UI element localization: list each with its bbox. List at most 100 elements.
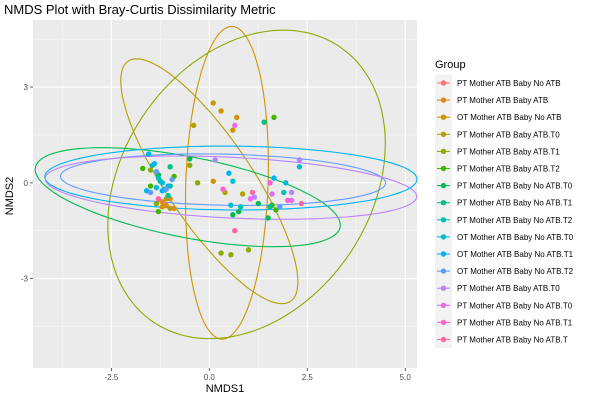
data-point (269, 191, 275, 197)
data-point (273, 207, 279, 213)
confidence-ellipse (120, 58, 299, 305)
y-tick-label: -3 (21, 275, 29, 284)
legend-item: PT Mother ATB Baby No ATB.T2 (435, 211, 573, 229)
data-point (236, 208, 242, 215)
confidence-ellipse (44, 145, 418, 211)
legend-label: OT Mother ATB Baby No ATB (457, 113, 561, 122)
legend-item: PT Mother ATB Baby No ATB.T0 (435, 296, 573, 314)
legend-label: PT Mother ATB Baby ATB (457, 96, 548, 105)
legend-item: OT Mother ATB Baby No ATB.T2 (435, 262, 574, 280)
data-point (187, 156, 193, 162)
legend-key-point (440, 114, 447, 120)
y-axis-title: NMDS2 (4, 177, 16, 216)
legend-label: PT Mother ATB Baby No ATB.T1 (457, 318, 573, 327)
data-point (284, 197, 291, 204)
data-point (167, 164, 173, 170)
legend-key-point (440, 182, 447, 189)
data-point (163, 186, 169, 192)
data-point (271, 175, 277, 181)
data-point (232, 122, 238, 129)
legend-label: OT Mother ATB Baby No ATB.T1 (457, 250, 574, 259)
data-point (245, 247, 252, 253)
data-point (155, 208, 162, 215)
legend-key-point (440, 217, 447, 223)
data-point (171, 205, 177, 212)
legend-label: OT Mother ATB Baby No ATB.T2 (457, 267, 574, 276)
data-point (228, 202, 234, 208)
data-point (296, 164, 303, 170)
data-point (261, 119, 267, 125)
legend-label: PT Mother ATB Baby ATB.T1 (457, 147, 560, 156)
data-point (230, 178, 236, 184)
data-points (140, 100, 305, 258)
legend-key-point (440, 148, 447, 155)
data-point (232, 228, 238, 234)
legend-item: PT Mother ATB Baby ATB.T0 (435, 125, 560, 143)
data-point (194, 180, 201, 186)
legend-key-point (440, 165, 447, 172)
data-point (218, 108, 224, 114)
data-point (255, 200, 262, 207)
data-point (159, 204, 166, 210)
data-point (210, 100, 216, 106)
x-tick-label: 2.5 (302, 373, 314, 382)
y-tick-label: 0 (24, 179, 29, 188)
legend-label: PT Mother ATB Baby ATB.T0 (457, 130, 560, 139)
legend-item: OT Mother ATB Baby No ATB.T1 (435, 245, 574, 263)
data-point (212, 157, 218, 163)
data-point (159, 199, 166, 205)
legend-label: PT Mother ATB Baby No ATB (457, 79, 561, 88)
legend-item: PT Mother ATB Baby No ATB.T1 (435, 313, 573, 331)
legend-key-point (440, 200, 447, 206)
data-point (151, 160, 158, 167)
legend-item: OT Mother ATB Baby No ATB (435, 108, 561, 126)
confidence-ellipse (44, 155, 418, 220)
data-point (239, 191, 246, 197)
chart-title: NMDS Plot with Bray-Curtis Dissimilarity… (4, 2, 276, 17)
data-point (153, 200, 160, 207)
legend-item: OT Mother ATB Baby No ATB.T0 (435, 228, 574, 246)
data-point (210, 178, 216, 184)
legend-item: PT Mother ATB Baby No ATB.T1 (435, 194, 573, 212)
data-point (159, 180, 166, 186)
legend-item: PT Mother ATB Baby No ATB.T0 (435, 177, 573, 195)
data-point (267, 204, 273, 210)
data-point (190, 122, 197, 129)
data-point (281, 189, 287, 196)
legend-key-point (440, 234, 447, 240)
x-tick-label: -2.5 (104, 373, 118, 382)
data-point (234, 114, 240, 121)
data-point (218, 250, 224, 256)
data-point (153, 168, 160, 175)
confidence-ellipses (34, 25, 418, 340)
data-point (249, 189, 256, 196)
data-point (283, 180, 289, 186)
data-point (228, 251, 234, 258)
data-point (220, 186, 226, 192)
legend-item: PT Mother ATB Baby ATB (435, 91, 548, 109)
data-point (169, 176, 175, 183)
y-tick-label: 3 (24, 83, 29, 92)
data-point (147, 167, 154, 173)
legend-item: PT Mother ATB Baby ATB.T1 (435, 142, 560, 160)
legend-key-point (440, 251, 447, 257)
x-axis-ticks: -2.5 0.0 2.5 5.0 (104, 368, 411, 382)
data-point (277, 204, 283, 210)
data-point (288, 197, 295, 204)
legend-label: PT Mother ATB Baby No ATB.T (457, 336, 568, 345)
legend-key-point (440, 285, 447, 291)
legend-key-point (440, 336, 447, 343)
legend-label: PT Mother ATB Baby ATB.T0 (457, 284, 560, 293)
data-point (296, 157, 303, 163)
data-point (165, 192, 171, 199)
data-point (145, 151, 152, 157)
legend-item: PT Mother ATB Baby No ATB.T (435, 331, 568, 348)
legend-key-point (440, 268, 447, 274)
legend-item: PT Mother ATB Baby ATB.T0 (435, 279, 560, 297)
data-point (147, 189, 154, 196)
legend-label: PT Mother ATB Baby No ATB.T0 (457, 301, 573, 310)
legend-key-point (440, 319, 447, 326)
y-axis-ticks: -3 0 3 (21, 83, 33, 284)
